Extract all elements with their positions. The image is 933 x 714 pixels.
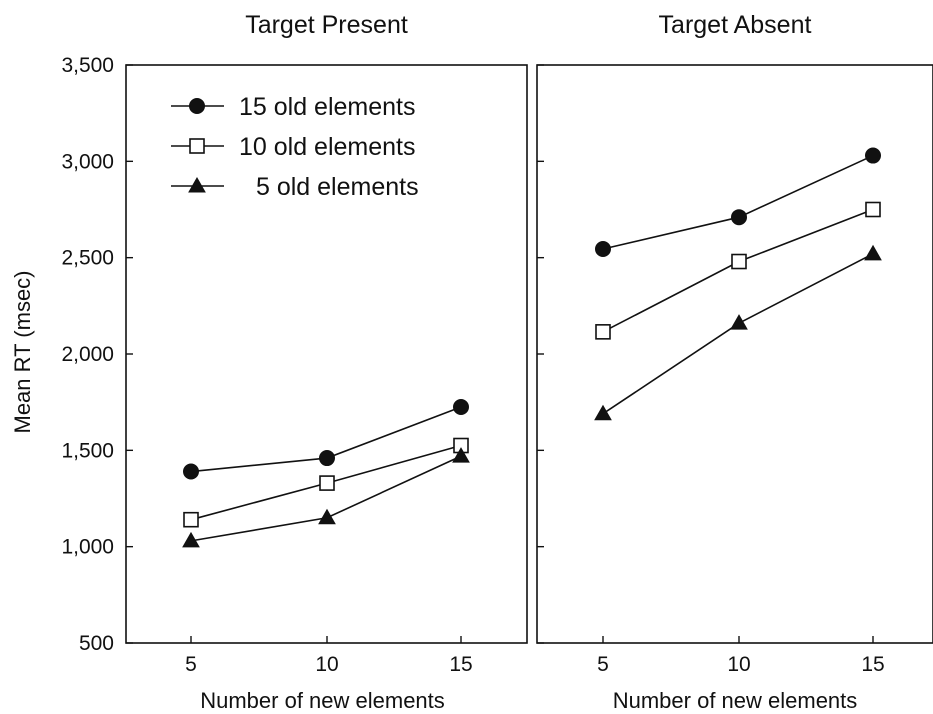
y-tick-label: 3,500 — [61, 54, 114, 77]
series-line — [602, 208, 874, 333]
series-open-square — [183, 437, 469, 528]
x-axis-title: Number of new elements — [613, 688, 858, 713]
y-tick-label: 500 — [79, 632, 114, 655]
series-open-square — [595, 201, 881, 340]
series-line — [190, 455, 462, 542]
data-point-circle — [595, 240, 611, 257]
data-point-triangle — [864, 244, 882, 261]
data-point-square — [731, 253, 747, 270]
x-tick-label: 5 — [185, 653, 197, 676]
data-point-circle — [319, 450, 335, 467]
y-tick-label: 2,500 — [61, 247, 114, 270]
legend: 15 old elements 10 old elements 5 old elem… — [171, 93, 419, 201]
data-point-triangle — [318, 508, 336, 525]
data-point-circle — [865, 147, 881, 164]
series-filled-circle — [595, 147, 881, 257]
panel-title: Target Present — [245, 11, 408, 39]
series-line — [602, 253, 874, 415]
data-point-circle — [183, 463, 199, 480]
data-point-circle — [189, 98, 205, 114]
series-filled-circle — [183, 398, 469, 480]
data-point-square — [865, 201, 881, 218]
series-line — [602, 154, 874, 250]
data-point-circle — [731, 209, 747, 226]
data-point-triangle — [594, 404, 612, 421]
y-tick-label: 1,000 — [61, 536, 114, 559]
x-tick-label: 15 — [449, 653, 472, 676]
series-filled-triangle — [594, 244, 882, 421]
data-point-triangle — [730, 314, 748, 330]
data-point-square — [595, 324, 611, 340]
data-point-circle — [453, 398, 469, 415]
x-axis-title: Number of new elements — [200, 688, 445, 713]
data-point-triangle — [452, 447, 470, 463]
data-point-square — [189, 138, 205, 154]
x-tick-label: 5 — [597, 653, 609, 676]
data-point-triangle — [182, 531, 200, 548]
series-filled-triangle — [182, 447, 470, 548]
y-tick-label: 1,500 — [61, 439, 114, 462]
y-tick-label: 2,000 — [61, 343, 114, 366]
data-point-square — [183, 511, 199, 528]
data-point-triangle — [188, 176, 206, 193]
y-tick-label: 3,000 — [61, 150, 114, 173]
legend-label: 15 old elements — [239, 93, 416, 121]
data-point-square — [319, 475, 335, 491]
legend-label: 5 old elements — [256, 173, 419, 201]
x-tick-label: 10 — [727, 653, 750, 676]
x-tick-label: 10 — [315, 653, 338, 676]
x-tick-label: 15 — [861, 653, 884, 676]
y-axis-title: Mean RT (msec) — [10, 270, 35, 433]
legend-label: 10 old elements — [239, 133, 416, 161]
panel-title: Target Absent — [659, 11, 812, 39]
